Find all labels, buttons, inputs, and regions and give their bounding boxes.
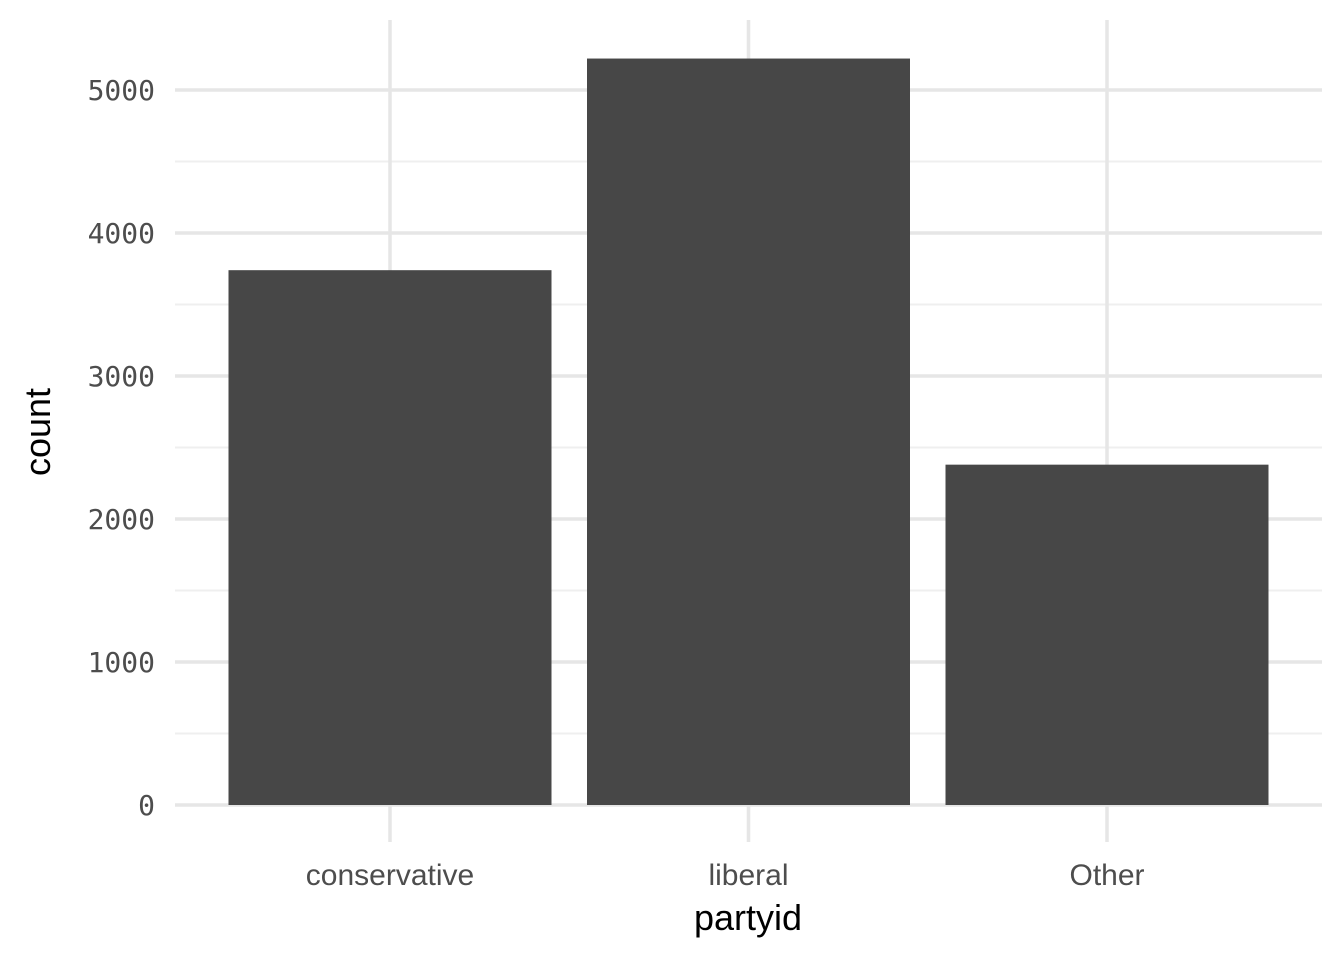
bars [228, 58, 1269, 806]
y-tick-label: 3000 [88, 360, 155, 393]
y-tick-label: 4000 [88, 217, 155, 250]
bar-liberal [587, 58, 910, 806]
y-tick-label: 5000 [88, 74, 155, 107]
x-axis-title: partyid [694, 897, 802, 938]
x-tick-label: conservative [306, 859, 474, 892]
y-tick-label: 0 [138, 789, 155, 822]
bar-conservative [228, 270, 552, 805]
y-tick-label: 1000 [88, 646, 155, 679]
x-tick-label: Other [1069, 859, 1144, 892]
x-tick-label: liberal [708, 859, 788, 892]
x-axis-ticks: conservative liberal Other [306, 859, 1145, 892]
bar-other [945, 464, 1269, 805]
y-tick-label: 2000 [88, 503, 155, 536]
y-axis-title: count [17, 388, 58, 476]
y-axis-ticks: 0 1000 2000 3000 4000 5000 [88, 74, 155, 822]
